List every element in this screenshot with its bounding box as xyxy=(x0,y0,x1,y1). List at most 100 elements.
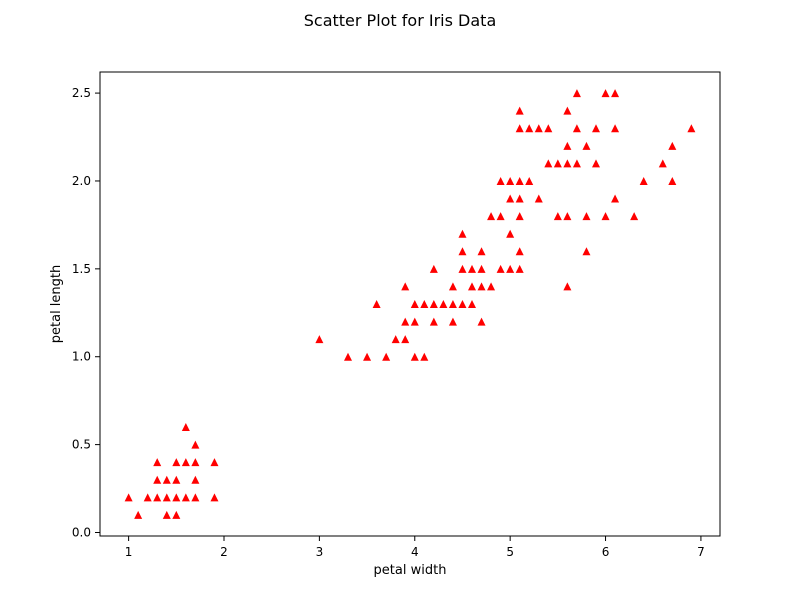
data-point xyxy=(468,282,476,291)
data-point xyxy=(372,300,381,308)
data-point xyxy=(572,159,581,168)
data-point xyxy=(639,176,648,185)
data-point xyxy=(172,458,181,467)
y-tick-label: 0.5 xyxy=(72,438,91,452)
data-point xyxy=(592,159,600,168)
data-point xyxy=(420,300,429,308)
data-point xyxy=(191,475,200,484)
data-point xyxy=(429,264,438,273)
data-point xyxy=(420,352,429,361)
data-point xyxy=(563,282,572,291)
plot-area xyxy=(99,71,721,537)
data-point xyxy=(210,458,219,467)
data-point xyxy=(468,300,476,308)
data-point xyxy=(506,176,515,185)
data-point xyxy=(487,282,496,291)
data-point xyxy=(191,458,200,467)
data-point xyxy=(515,194,524,203)
data-point xyxy=(563,212,572,221)
data-point xyxy=(410,317,419,326)
data-point xyxy=(601,212,610,221)
data-point xyxy=(611,124,620,133)
data-point xyxy=(563,159,572,168)
data-point xyxy=(515,106,524,115)
x-tick-label: 1 xyxy=(125,545,133,559)
data-point xyxy=(181,493,190,502)
data-point xyxy=(563,141,572,150)
data-point xyxy=(448,282,457,291)
data-point xyxy=(439,300,448,308)
data-point xyxy=(143,493,152,502)
data-point xyxy=(515,247,524,256)
data-point xyxy=(582,247,591,256)
data-point xyxy=(153,475,162,484)
data-point xyxy=(534,124,543,133)
data-point xyxy=(544,159,553,168)
data-point xyxy=(611,194,620,203)
data-point xyxy=(582,141,591,150)
x-axis-label: petal width xyxy=(374,563,447,578)
data-point xyxy=(162,475,171,484)
data-point xyxy=(429,317,438,326)
x-tick-label: 2 xyxy=(220,545,228,559)
y-tick-label: 2.0 xyxy=(72,174,91,188)
data-point xyxy=(592,124,600,133)
data-point xyxy=(487,212,496,221)
data-point xyxy=(563,106,572,115)
data-point xyxy=(687,124,696,133)
data-point xyxy=(315,335,324,344)
data-point xyxy=(668,176,677,185)
data-point xyxy=(172,493,181,502)
data-point xyxy=(477,247,486,256)
data-point xyxy=(181,458,190,467)
data-point xyxy=(181,423,190,432)
chart-title: Scatter Plot for Iris Data xyxy=(304,11,497,30)
data-point xyxy=(630,212,639,221)
data-point xyxy=(429,300,438,308)
data-point xyxy=(410,300,419,308)
data-point xyxy=(391,335,400,344)
data-point xyxy=(477,264,486,273)
data-point xyxy=(515,176,524,185)
data-point xyxy=(515,124,524,133)
data-point xyxy=(477,317,486,326)
y-tick-label: 1.5 xyxy=(72,262,91,276)
data-point xyxy=(210,493,219,502)
x-tick-label: 6 xyxy=(602,545,610,559)
data-point xyxy=(458,264,467,273)
data-point xyxy=(477,282,486,291)
data-point xyxy=(162,510,171,519)
data-point xyxy=(534,194,543,203)
data-point xyxy=(668,141,677,150)
data-point xyxy=(468,264,476,273)
data-point xyxy=(506,194,515,203)
data-point xyxy=(601,89,610,98)
y-tick-label: 1.0 xyxy=(72,350,91,364)
data-point xyxy=(582,212,591,221)
data-point xyxy=(506,264,515,273)
data-point xyxy=(134,510,143,519)
data-point xyxy=(525,176,534,185)
data-point xyxy=(496,176,505,185)
data-point xyxy=(162,493,171,502)
data-point xyxy=(458,300,467,308)
data-point xyxy=(401,317,410,326)
data-point xyxy=(448,317,457,326)
data-point xyxy=(553,212,562,221)
data-point xyxy=(496,212,505,221)
x-tick-label: 3 xyxy=(316,545,324,559)
axis-ticks: 1 2 3 4 5 6 7 0.0 0.5 1.0 1.5 2.0 2.5 xyxy=(72,86,705,559)
y-tick-label: 2.5 xyxy=(72,86,91,100)
data-point xyxy=(525,124,534,133)
data-point xyxy=(401,282,410,291)
data-point xyxy=(363,352,372,361)
data-point xyxy=(382,352,391,361)
data-points xyxy=(124,89,696,519)
data-point xyxy=(515,264,524,273)
data-point xyxy=(153,458,162,467)
data-point xyxy=(658,159,667,168)
data-point xyxy=(515,212,524,221)
data-point xyxy=(153,493,162,502)
x-tick-label: 4 xyxy=(411,545,419,559)
data-point xyxy=(572,89,581,98)
